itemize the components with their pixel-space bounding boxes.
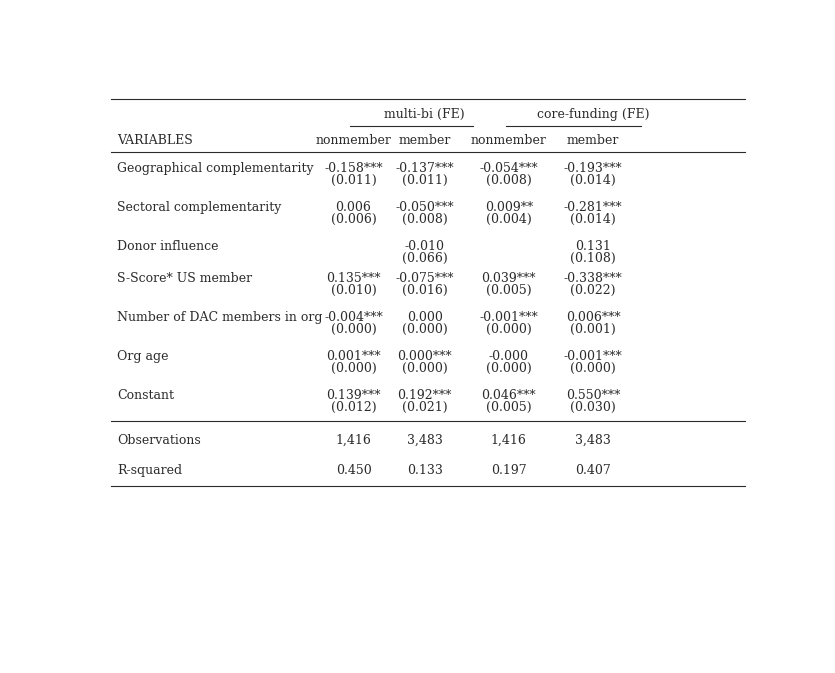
Text: 0.039***: 0.039*** (482, 272, 536, 285)
Text: (0.066): (0.066) (402, 252, 448, 264)
Text: -0.010: -0.010 (405, 240, 445, 252)
Text: (0.000): (0.000) (402, 362, 448, 375)
Text: -0.338***: -0.338*** (564, 272, 622, 285)
Text: VARIABLES: VARIABLES (117, 134, 193, 147)
Text: (0.004): (0.004) (486, 213, 532, 225)
Text: 0.407: 0.407 (575, 464, 611, 477)
Text: Sectoral complementarity: Sectoral complementarity (117, 201, 281, 214)
Text: -0.158***: -0.158*** (324, 162, 382, 175)
Text: (0.011): (0.011) (331, 174, 377, 186)
Text: 0.000: 0.000 (407, 311, 443, 324)
Text: 0.009**: 0.009** (484, 201, 533, 214)
Text: 0.197: 0.197 (491, 464, 527, 477)
Text: (0.008): (0.008) (402, 213, 448, 225)
Text: 0.001***: 0.001*** (326, 350, 381, 363)
Text: (0.014): (0.014) (570, 213, 616, 225)
Text: (0.011): (0.011) (402, 174, 448, 186)
Text: -0.004***: -0.004*** (324, 311, 383, 324)
Text: (0.000): (0.000) (331, 362, 377, 375)
Text: (0.008): (0.008) (486, 174, 532, 186)
Text: -0.000: -0.000 (488, 350, 529, 363)
Text: 0.139***: 0.139*** (326, 389, 381, 402)
Text: S-Score* US member: S-Score* US member (117, 272, 252, 285)
Text: R-squared: R-squared (117, 464, 182, 477)
Text: 1,416: 1,416 (491, 434, 527, 447)
Text: (0.006): (0.006) (331, 213, 377, 225)
Text: -0.193***: -0.193*** (564, 162, 622, 175)
Text: 0.006: 0.006 (336, 201, 372, 214)
Text: -0.050***: -0.050*** (396, 201, 454, 214)
Text: (0.108): (0.108) (570, 252, 616, 264)
Text: 3,483: 3,483 (407, 434, 443, 447)
Text: (0.000): (0.000) (486, 362, 532, 375)
Text: Constant: Constant (117, 389, 175, 402)
Text: Number of DAC members in org: Number of DAC members in org (117, 311, 323, 324)
Text: Org age: Org age (117, 350, 169, 363)
Text: 1,416: 1,416 (336, 434, 372, 447)
Text: -0.001***: -0.001*** (564, 350, 622, 363)
Text: (0.030): (0.030) (570, 400, 616, 414)
Text: -0.137***: -0.137*** (396, 162, 454, 175)
Text: (0.005): (0.005) (486, 284, 532, 297)
Text: (0.000): (0.000) (331, 323, 377, 336)
Text: 0.131: 0.131 (575, 240, 611, 252)
Text: (0.014): (0.014) (570, 174, 616, 186)
Text: (0.000): (0.000) (402, 323, 448, 336)
Text: (0.012): (0.012) (331, 400, 377, 414)
Text: (0.000): (0.000) (570, 362, 616, 375)
Text: -0.001***: -0.001*** (479, 311, 539, 324)
Text: (0.021): (0.021) (402, 400, 448, 414)
Text: (0.000): (0.000) (486, 323, 532, 336)
Text: multi-bi (FE): multi-bi (FE) (384, 108, 465, 121)
Text: Donor influence: Donor influence (117, 240, 219, 252)
Text: (0.010): (0.010) (331, 284, 377, 297)
Text: 0.192***: 0.192*** (397, 389, 452, 402)
Text: (0.016): (0.016) (402, 284, 448, 297)
Text: 0.450: 0.450 (336, 464, 372, 477)
Text: 0.135***: 0.135*** (326, 272, 381, 285)
Text: -0.075***: -0.075*** (396, 272, 454, 285)
Text: -0.281***: -0.281*** (564, 201, 622, 214)
Text: 0.000***: 0.000*** (397, 350, 452, 363)
Text: 0.133: 0.133 (407, 464, 443, 477)
Text: (0.001): (0.001) (570, 323, 616, 336)
Text: core-funding (FE): core-funding (FE) (537, 108, 649, 121)
Text: member: member (398, 134, 451, 147)
Text: (0.022): (0.022) (570, 284, 615, 297)
Text: 3,483: 3,483 (575, 434, 611, 447)
Text: nonmember: nonmember (316, 134, 392, 147)
Text: 0.550***: 0.550*** (566, 389, 620, 402)
Text: -0.054***: -0.054*** (479, 162, 538, 175)
Text: Geographical complementarity: Geographical complementarity (117, 162, 314, 175)
Text: 0.006***: 0.006*** (565, 311, 620, 324)
Text: member: member (567, 134, 619, 147)
Text: nonmember: nonmember (471, 134, 547, 147)
Text: (0.005): (0.005) (486, 400, 532, 414)
Text: 0.046***: 0.046*** (482, 389, 536, 402)
Text: Observations: Observations (117, 434, 201, 447)
